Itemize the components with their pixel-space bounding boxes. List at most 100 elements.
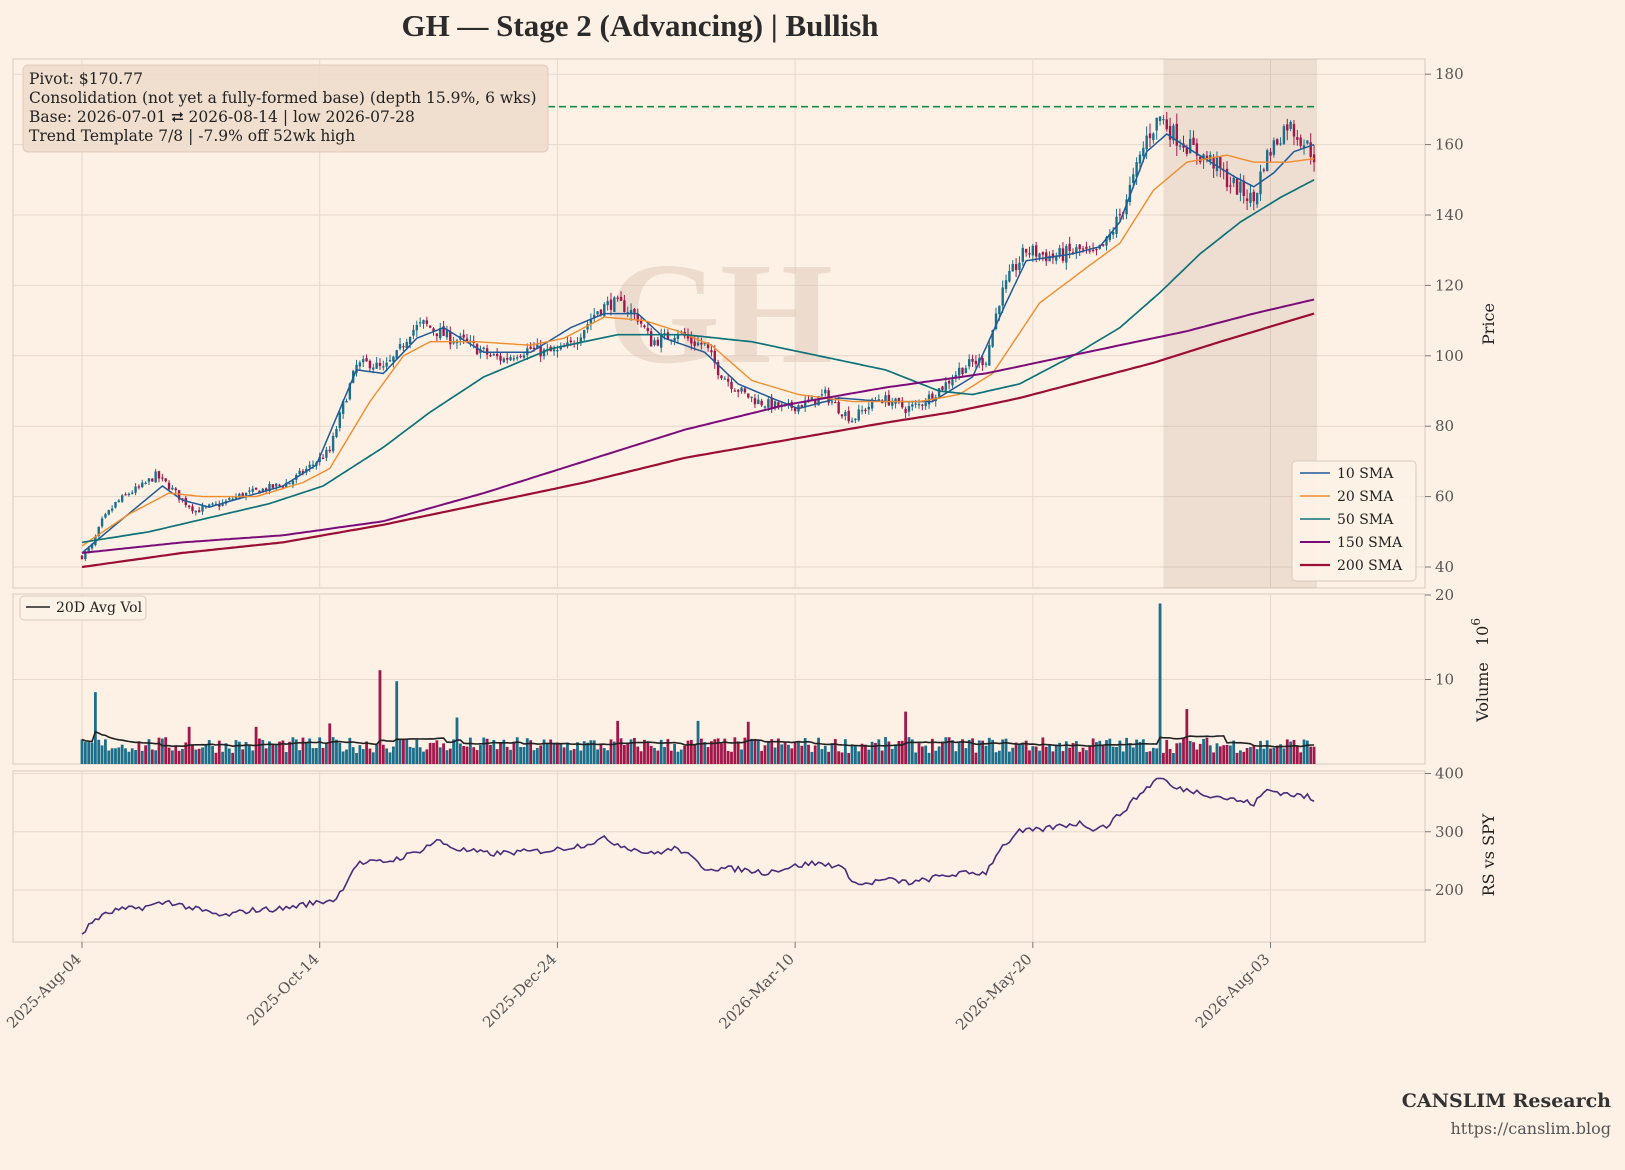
volume-bar	[1265, 740, 1269, 764]
candle-body	[1152, 133, 1155, 141]
volume-bar	[281, 740, 285, 764]
volume-bar	[468, 737, 472, 764]
candle-body	[211, 503, 214, 505]
candle-body	[425, 320, 429, 324]
candle-body	[482, 347, 485, 349]
volume-bar	[1021, 742, 1025, 764]
volume-bar	[1098, 740, 1102, 764]
candle-body	[197, 510, 201, 513]
volume-bar	[706, 747, 710, 764]
candle-body	[757, 399, 760, 404]
candle-body	[1185, 147, 1189, 154]
candle-body	[539, 345, 542, 357]
volume-bar	[1275, 745, 1279, 764]
candle-body	[824, 389, 827, 394]
candle-body	[1162, 118, 1165, 121]
volume-bar	[941, 741, 944, 764]
candle-body	[261, 488, 264, 493]
volume-bar	[820, 749, 824, 764]
volume-bar	[1095, 742, 1098, 764]
volume-bar	[492, 739, 496, 764]
sma-lines	[81, 133, 1315, 569]
candle-body	[475, 344, 479, 355]
rs-line	[81, 777, 1315, 935]
candle-body	[991, 329, 994, 347]
rs-panel	[12, 770, 1426, 943]
candle-body	[378, 363, 382, 366]
candle-body	[1245, 198, 1249, 201]
candle-body	[84, 551, 87, 560]
volume-bar	[592, 740, 596, 764]
candle-body	[827, 390, 830, 403]
volume-bar	[485, 738, 489, 764]
volume-bar	[1111, 746, 1115, 764]
candle-body	[522, 355, 526, 358]
candle-body	[97, 526, 100, 536]
volume-bar	[633, 738, 636, 764]
candle-body	[616, 297, 619, 299]
volume-bar	[612, 741, 616, 764]
volume-bar	[1272, 747, 1276, 764]
volume-bar	[616, 720, 620, 764]
candle-body	[994, 313, 998, 330]
candle-body	[465, 338, 469, 342]
candle-body	[1142, 147, 1145, 157]
volume-bar	[147, 739, 151, 764]
volume-bar	[1188, 740, 1192, 764]
volume-bar	[475, 750, 479, 764]
candle-body	[120, 495, 124, 502]
volume-bar	[606, 750, 610, 764]
volume-bar	[1252, 745, 1256, 764]
x-tick-label: 2025-Oct-14	[243, 950, 322, 1029]
volume-bar	[271, 745, 275, 764]
volume-bar	[860, 743, 864, 764]
volume-bar	[713, 739, 717, 764]
volume-bar	[653, 747, 656, 764]
volume-bar	[525, 738, 529, 764]
candle-body	[686, 334, 690, 339]
volume-bar	[314, 747, 318, 764]
volume-bar	[904, 711, 908, 764]
candle-body	[583, 330, 586, 339]
candle-body	[495, 353, 499, 357]
volume-bar	[827, 751, 831, 764]
candle-body	[485, 348, 489, 355]
volume-bar	[1081, 747, 1085, 764]
volume-bar	[318, 737, 322, 764]
volume-bar	[499, 743, 502, 764]
volume-bar	[545, 743, 549, 764]
svg-text:Volume: Volume	[1473, 662, 1492, 723]
candle-body	[214, 503, 218, 505]
volume-bar	[569, 750, 573, 764]
candle-body	[291, 480, 295, 485]
volume-bar	[629, 739, 633, 764]
candle-body	[355, 364, 358, 373]
volume-bar	[1295, 746, 1299, 764]
candle-body	[1045, 252, 1048, 262]
candle-body	[372, 367, 375, 370]
volume-bars	[80, 603, 1316, 764]
candle-body	[177, 490, 181, 500]
candle-body	[556, 350, 559, 352]
candle-body	[619, 296, 623, 301]
candle-body	[1286, 124, 1289, 131]
x-tick-label: 2026-Aug-03	[1192, 950, 1274, 1032]
volume-bar	[954, 751, 958, 764]
candle-body	[1282, 126, 1286, 144]
candle-body	[492, 354, 496, 356]
volume-bar	[167, 747, 171, 764]
candle-body	[365, 358, 368, 362]
candle-body	[1302, 145, 1306, 148]
volume-bar	[843, 739, 847, 764]
volume-bar	[197, 748, 201, 764]
volume-bar	[512, 741, 516, 764]
volume-bar	[1182, 737, 1185, 764]
volume-bar	[345, 749, 348, 764]
candle-body	[244, 492, 248, 498]
candle-body	[1088, 250, 1091, 252]
candle-body	[891, 402, 894, 406]
candle-body	[1299, 137, 1302, 146]
sma20-line	[81, 154, 1315, 547]
candle-body	[690, 336, 693, 344]
candle-body	[281, 486, 285, 488]
